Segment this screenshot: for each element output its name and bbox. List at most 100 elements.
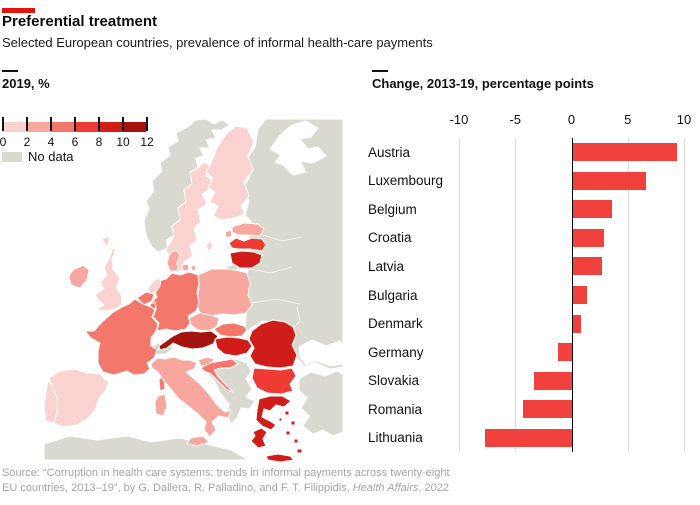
x-axis-tick-label: 0 xyxy=(567,112,576,127)
page-title: Preferential treatment xyxy=(2,13,158,30)
zero-axis-line xyxy=(571,138,573,452)
bar-label-croatia: Croatia xyxy=(368,230,412,246)
map-region-peloponnese xyxy=(250,427,268,449)
bar-luxembourg xyxy=(571,171,646,190)
change-bar-chart: -10 -5 0 5 10 Austria Luxembourg Belgium Croatia… xyxy=(368,110,700,462)
legend-tick-label: 6 xyxy=(71,135,79,149)
bar-label-romania: Romania xyxy=(368,401,423,417)
bar-label-luxembourg: Luxembourg xyxy=(368,173,444,189)
legend-tick xyxy=(2,117,4,131)
legend-tick xyxy=(26,117,28,131)
map-country-united-kingdom xyxy=(94,235,123,312)
legend-tick xyxy=(146,117,148,131)
bar-panel-rule xyxy=(372,70,388,72)
map-country-greece xyxy=(255,395,292,431)
map-white-sea xyxy=(269,120,327,176)
bar-austria xyxy=(571,143,678,162)
map-country-bulgaria xyxy=(251,367,297,395)
bar-label-belgium: Belgium xyxy=(368,201,417,217)
x-axis-tick-label: 10 xyxy=(676,112,692,127)
map-country-germany xyxy=(150,271,200,332)
legend-bin-10-12 xyxy=(122,122,146,132)
map-country-latvia xyxy=(228,237,267,252)
map-inner-border xyxy=(248,266,293,274)
bar-label-austria: Austria xyxy=(368,144,411,160)
bar-belgium xyxy=(571,200,612,219)
map-black-sea xyxy=(298,339,344,367)
bar-romania xyxy=(523,400,572,419)
map-island-gotland xyxy=(205,240,214,252)
x-axis-tick-label: -5 xyxy=(509,112,522,127)
bar-bulgaria xyxy=(571,286,588,304)
map-island-zealand xyxy=(181,263,190,272)
map-country-finland xyxy=(205,125,255,221)
map-country-turkey xyxy=(298,370,344,437)
bar-label-denmark: Denmark xyxy=(368,316,423,332)
map-country-sweden xyxy=(165,161,214,273)
map-island-sicily xyxy=(186,435,210,447)
map-country-romania xyxy=(248,319,298,369)
page-subtitle: Selected European countries, prevalence … xyxy=(2,35,433,50)
bar-croatia xyxy=(571,228,605,247)
source-line-1: Source: “Corruption in health care syste… xyxy=(2,467,450,479)
map-panel-rule xyxy=(2,70,18,72)
legend-tick xyxy=(74,117,76,131)
bar-panel-title: Change, 2013-19, percentage points xyxy=(372,76,594,91)
bar-label-lithuania: Lithuania xyxy=(368,430,423,446)
map-panel-title: 2019, % xyxy=(2,76,50,91)
bar-lithuania xyxy=(484,428,572,447)
journal-name: Health Affairs xyxy=(352,482,419,494)
map-inner-border xyxy=(262,234,303,242)
legend-bin-6-8 xyxy=(74,122,98,132)
economist-red-tag xyxy=(2,8,35,13)
map-island-funen xyxy=(190,264,197,272)
legend-tick xyxy=(98,117,100,131)
grid-line xyxy=(684,138,685,452)
map-country-portugal xyxy=(43,379,59,424)
map-country-slovakia xyxy=(213,322,248,338)
map-island-sardinia xyxy=(154,393,168,417)
grid-line xyxy=(459,138,460,452)
map-country-spain xyxy=(48,368,110,428)
map-island-saaremaa xyxy=(224,229,233,239)
bar-latvia xyxy=(571,257,602,276)
legend-tick-label: 2 xyxy=(23,135,31,149)
bar-denmark xyxy=(571,314,581,333)
map-country-poland xyxy=(195,268,253,317)
bar-germany xyxy=(558,343,572,362)
legend-tick-label: 0 xyxy=(0,135,7,149)
bar-label-latvia: Latvia xyxy=(368,258,405,274)
legend-tick-label: 8 xyxy=(95,135,103,149)
map-country-lithuania xyxy=(229,250,263,269)
legend-tick xyxy=(50,117,52,131)
map-island-crete xyxy=(265,453,295,462)
grid-line xyxy=(627,138,629,452)
map-country-croatia xyxy=(200,358,239,393)
legend-tick-label: 4 xyxy=(47,135,55,149)
map-country-denmark xyxy=(166,249,181,272)
map-country-italy xyxy=(150,356,232,438)
x-axis-tick-label: 5 xyxy=(624,112,632,127)
legend-bin-4-6 xyxy=(50,122,74,132)
legend-bin-0-2 xyxy=(2,122,26,132)
legend-bin-8-10 xyxy=(98,122,122,132)
legend-bin-2-4 xyxy=(26,122,50,132)
bar-label-slovakia: Slovakia xyxy=(368,373,420,389)
no-data-label: No data xyxy=(28,149,74,164)
legend-tick-label: 12 xyxy=(140,135,154,149)
map-country-estonia xyxy=(231,222,265,237)
legend-tick-label: 10 xyxy=(116,135,130,149)
grid-line xyxy=(515,138,517,452)
bar-label-bulgaria: Bulgaria xyxy=(368,287,418,303)
legend-tick xyxy=(122,117,124,131)
bar-slovakia xyxy=(534,371,572,390)
map-country-ireland xyxy=(68,264,90,289)
map-inner-border xyxy=(251,298,301,305)
europe-choropleth-map xyxy=(43,118,344,462)
x-axis-tick-label: -10 xyxy=(449,112,469,127)
source-line-2: EU countries, 2013–19”, by G. Dallera, R… xyxy=(2,482,449,494)
map-country-hungary xyxy=(214,336,253,357)
map-region-north-africa xyxy=(43,435,248,461)
map-country-france xyxy=(84,298,159,376)
